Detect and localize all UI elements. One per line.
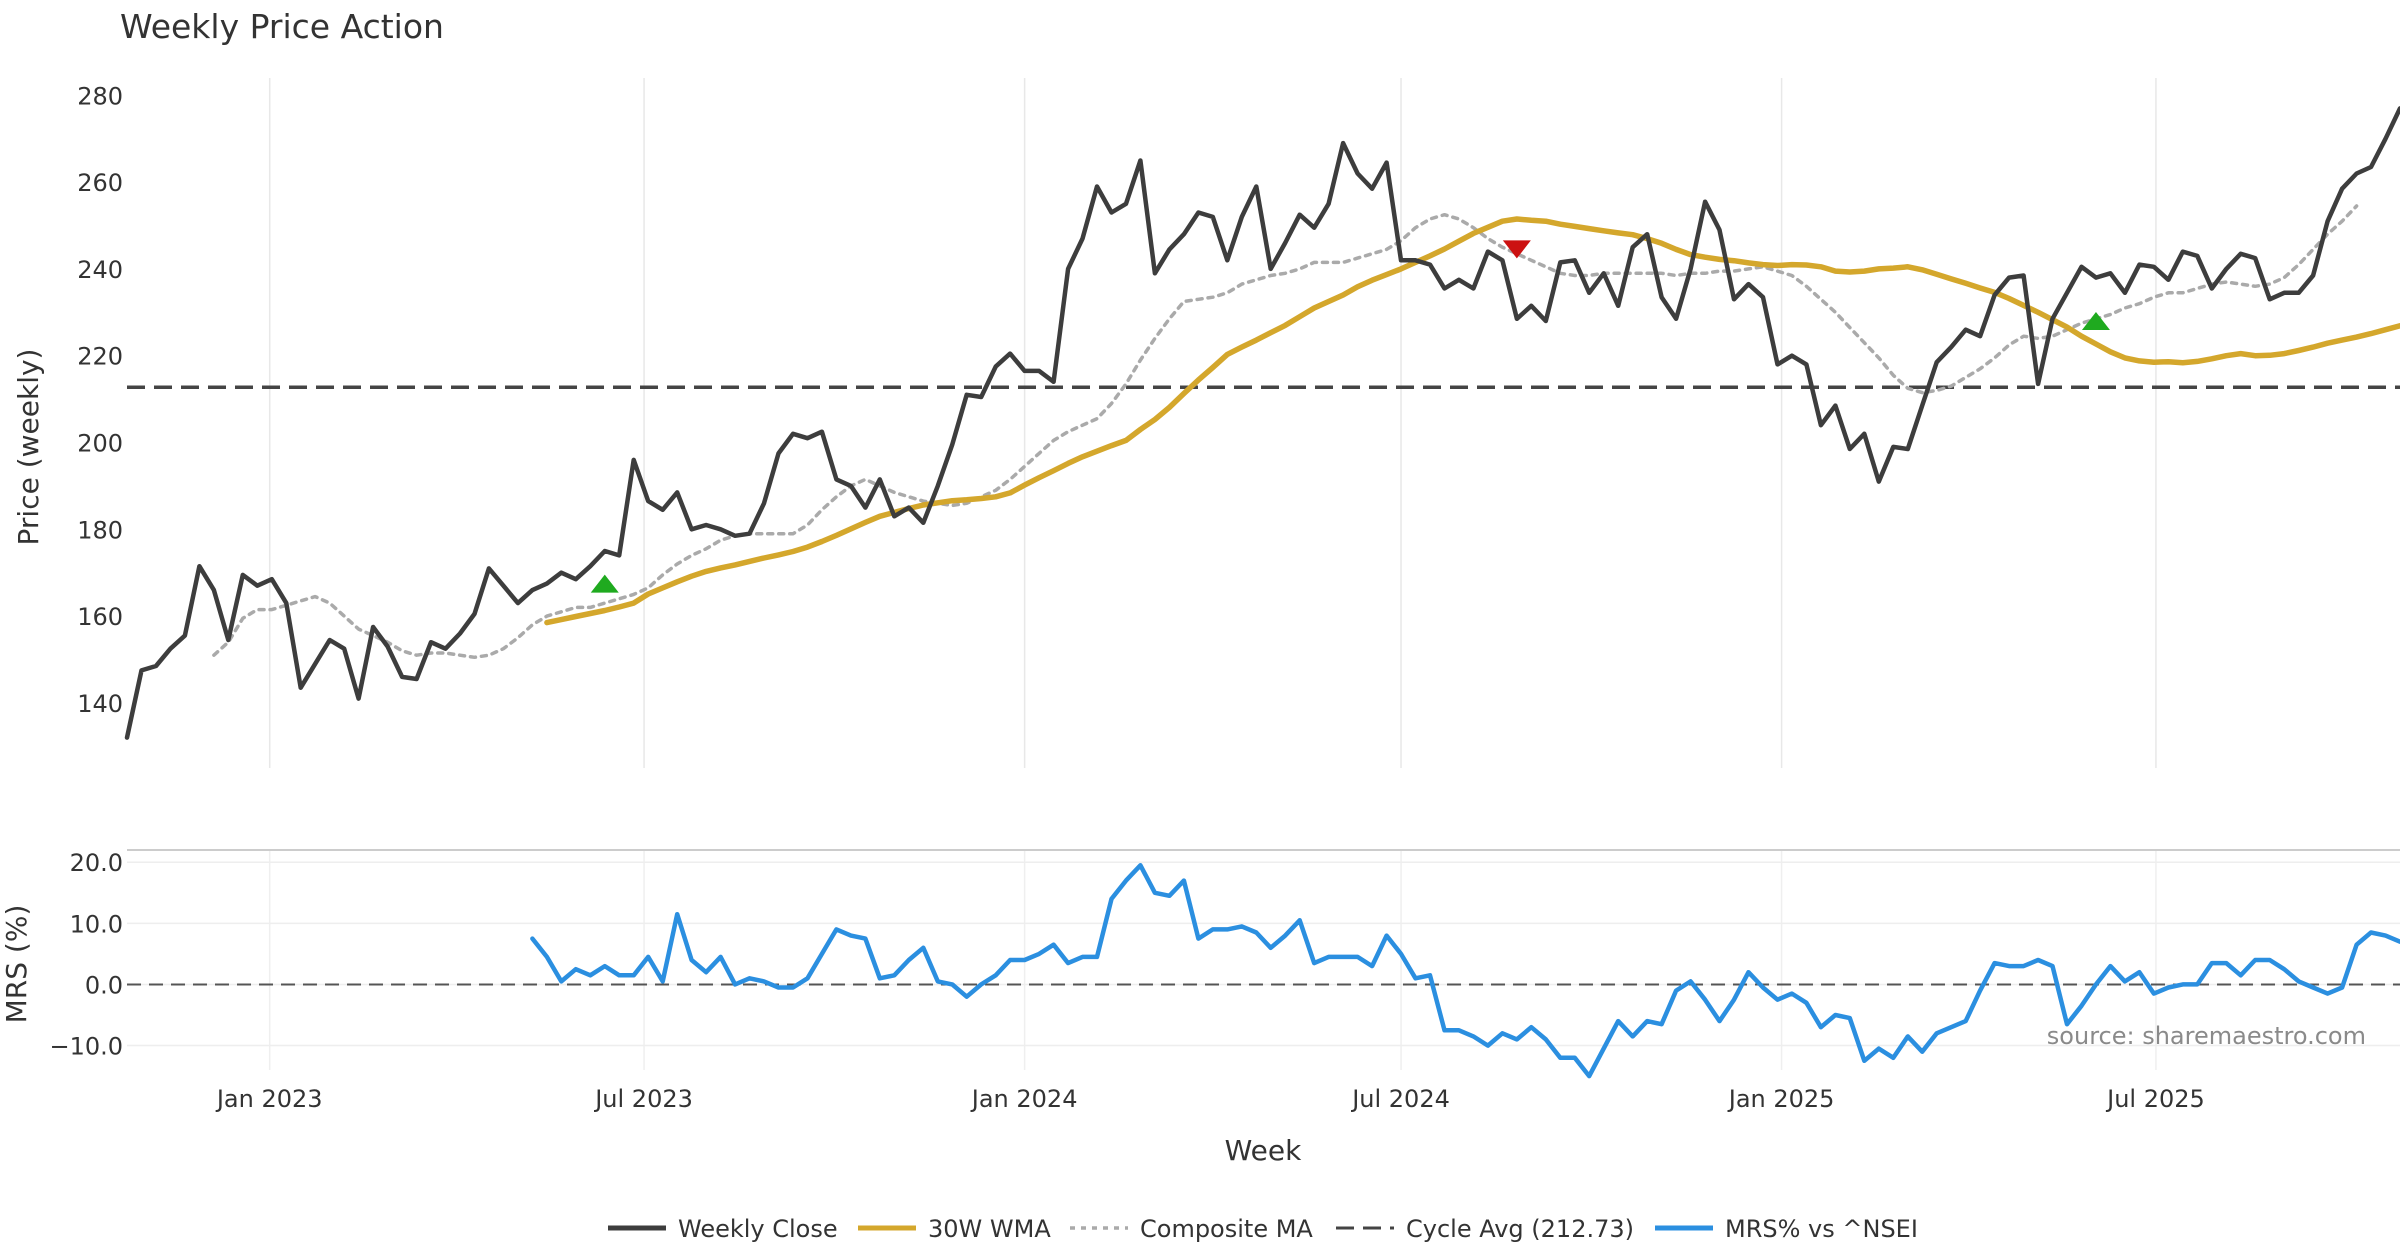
tick-label-layer: Jan 2023 Jul 2023 Jan 2024 Jul 2024 Jan 2025…: [49, 82, 2204, 1113]
mrs-y-tick-label: 10.0: [70, 910, 123, 938]
legend: Weekly Close 30W WMA Composite MA Cycle Avg…: [608, 1215, 1918, 1243]
signal-marker-layer: [590, 240, 2110, 593]
x-tick-label: Jan 2024: [970, 1085, 1078, 1113]
price-y-tick-label: 180: [77, 516, 123, 544]
x-tick-label: Jul 2024: [1350, 1085, 1450, 1113]
legend-label: MRS% vs ^NSEI: [1725, 1215, 1918, 1243]
price-y-tick-label: 240: [77, 256, 123, 284]
mrs-y-tick-label: 20.0: [70, 849, 123, 877]
x-tick-label: Jul 2025: [2105, 1085, 2205, 1113]
sell-signal-marker: [1502, 240, 1531, 259]
price-y-tick-label: 260: [77, 169, 123, 197]
x-tick-label: Jan 2025: [1727, 1085, 1835, 1113]
price-y-tick-label: 140: [77, 690, 123, 718]
x-axis-label: Week: [1225, 1134, 1302, 1167]
chart-title: Weekly Price Action: [120, 7, 444, 46]
wma-30w-line: [544, 216, 2400, 626]
text-layer: Weekly Price Action Price (weekly) MRS (…: [0, 7, 2366, 1167]
legend-label: Composite MA: [1140, 1215, 1313, 1243]
series-layer: [124, 106, 2400, 1079]
mrs-y-tick-label: 0.0: [85, 971, 123, 999]
price-y-tick-label: 280: [77, 82, 123, 110]
mrs-y-tick-label: −10.0: [49, 1033, 123, 1061]
reference-line-layer: [127, 385, 2400, 986]
weekly-close-line: [124, 106, 2400, 740]
composite-ma-line: [212, 204, 2359, 660]
price-y-tick-label: 200: [77, 430, 123, 458]
mrs-y-axis-label: MRS (%): [0, 905, 33, 1024]
x-tick-label: Jul 2023: [593, 1085, 693, 1113]
source-annotation: source: sharemaestro.com: [2047, 1022, 2366, 1050]
price-y-tick-label: 220: [77, 343, 123, 371]
mrs-line: [530, 863, 2400, 1079]
buy-signal-marker: [590, 574, 619, 593]
legend-label: Cycle Avg (212.73): [1406, 1215, 1634, 1243]
price-y-axis-label: Price (weekly): [12, 349, 45, 546]
x-tick-label: Jan 2023: [215, 1085, 323, 1113]
price-y-tick-label: 160: [77, 603, 123, 631]
legend-label: Weekly Close: [678, 1215, 838, 1243]
legend-label: 30W WMA: [928, 1215, 1051, 1243]
buy-signal-marker: [2081, 312, 2110, 331]
